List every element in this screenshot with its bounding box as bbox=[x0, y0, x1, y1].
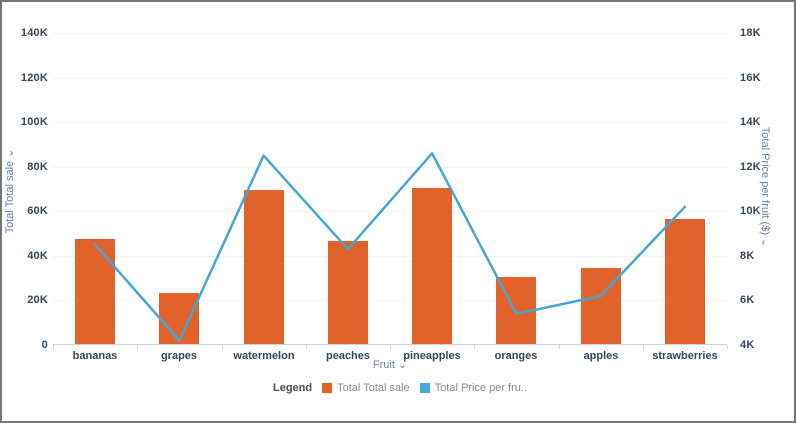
x-axis-tick-label-apples: apples bbox=[583, 350, 619, 362]
y-axis-right-tick-labels: 4K 6K 8K 10K 12K 14K 16K 18K bbox=[740, 27, 786, 351]
gridline bbox=[53, 256, 727, 257]
gridline bbox=[53, 211, 727, 212]
x-axis-tick-labels: bananas grapes watermelon peaches pineapples… bbox=[53, 350, 727, 364]
line-series bbox=[93, 152, 687, 342]
x-axis-title[interactable]: Fruit ⌄ bbox=[53, 359, 727, 371]
y-axis-right-tick-label: 12K bbox=[740, 161, 761, 173]
x-axis-tick-label-strawberries: strawberries bbox=[652, 350, 718, 362]
gridline bbox=[53, 78, 727, 79]
bar-grapes[interactable] bbox=[159, 293, 199, 344]
y-axis-left-tick-label: 20K bbox=[27, 294, 48, 306]
bar-strawberries[interactable] bbox=[665, 219, 705, 344]
x-axis-tick bbox=[727, 345, 728, 349]
y-axis-left-tick-label: 40K bbox=[27, 250, 48, 262]
y-axis-right-tick-label: 10K bbox=[740, 205, 761, 217]
y-axis-right-tick-label: 14K bbox=[740, 116, 761, 128]
bar-pineapples[interactable] bbox=[412, 188, 452, 344]
legend-swatch bbox=[322, 383, 333, 393]
y-axis-left-tick-label: 120K bbox=[20, 72, 48, 84]
y-axis-left-tick-label: 0 bbox=[41, 339, 48, 351]
chevron-down-icon[interactable]: ⌄ bbox=[4, 148, 16, 158]
x-axis-tick bbox=[643, 345, 644, 349]
legend-item-label: Total Total sale bbox=[337, 382, 410, 394]
x-axis-tick bbox=[53, 345, 54, 349]
gridline bbox=[53, 300, 727, 301]
y-axis-left-tick-label: 80K bbox=[27, 161, 48, 173]
legend-swatch bbox=[419, 383, 430, 393]
y-axis-left-tick-label: 60K bbox=[27, 205, 48, 217]
bar-watermelon[interactable] bbox=[244, 190, 284, 344]
bar-bananas[interactable] bbox=[75, 239, 115, 344]
legend-item-0[interactable]: Total Total sale bbox=[322, 382, 410, 394]
x-axis-line bbox=[53, 344, 727, 345]
y-axis-left-tick-labels: 0 20K 40K 60K 80K 100K 120K 140K bbox=[2, 27, 48, 351]
x-axis-tick bbox=[222, 345, 223, 349]
legend-label: Legend bbox=[272, 382, 313, 394]
x-axis-tick bbox=[390, 345, 391, 349]
y-axis-left-title[interactable]: Total Total sale ⌄ bbox=[4, 121, 16, 261]
gridline bbox=[53, 33, 727, 34]
y-axis-right-title-label: Total Price per fruit ($) bbox=[759, 126, 771, 235]
x-axis-tick bbox=[474, 345, 475, 349]
y-axis-right-title[interactable]: Total Price per fruit ($) ⌄ bbox=[759, 107, 771, 267]
gridline bbox=[53, 122, 727, 123]
plot-area bbox=[53, 33, 728, 349]
legend-item-label: Total Price per fru.. bbox=[434, 382, 528, 394]
y-axis-right-tick-label: 16K bbox=[740, 72, 761, 84]
gridline bbox=[53, 167, 727, 168]
x-axis-tick bbox=[306, 345, 307, 349]
x-axis-tick-label-oranges: oranges bbox=[494, 350, 538, 362]
x-axis-tick-label-watermelon: watermelon bbox=[233, 350, 295, 362]
x-axis-tick-label-grapes: grapes bbox=[160, 350, 198, 362]
bar-peaches[interactable] bbox=[328, 241, 368, 344]
y-axis-right-tick-label: 6K bbox=[740, 294, 755, 306]
chevron-down-icon[interactable]: ⌄ bbox=[397, 359, 408, 371]
chevron-down-icon[interactable]: ⌄ bbox=[759, 237, 771, 248]
y-axis-left-tick-label: 100K bbox=[20, 116, 48, 128]
x-axis-title-label: Fruit bbox=[372, 359, 395, 371]
line-series-path[interactable] bbox=[93, 152, 687, 342]
y-axis-left-title-label: Total Total sale bbox=[4, 160, 16, 234]
x-axis-tick bbox=[559, 345, 560, 349]
legend-item-1[interactable]: Total Price per fru.. bbox=[419, 382, 528, 394]
legend: Legend Total Total sale Total Price per f… bbox=[2, 382, 794, 394]
x-axis-tick-label-peaches: peaches bbox=[325, 350, 371, 362]
y-axis-right-tick-label: 18K bbox=[740, 27, 761, 39]
y-axis-left-tick-label: 140K bbox=[20, 27, 48, 39]
x-axis-tick-label-pineapples: pineapples bbox=[403, 350, 461, 362]
y-axis-right-tick-label: 8K bbox=[740, 250, 755, 262]
y-axis-right-tick-label: 4K bbox=[740, 339, 755, 351]
x-axis-tick bbox=[137, 345, 138, 349]
x-axis-tick-label-bananas: bananas bbox=[72, 350, 118, 362]
